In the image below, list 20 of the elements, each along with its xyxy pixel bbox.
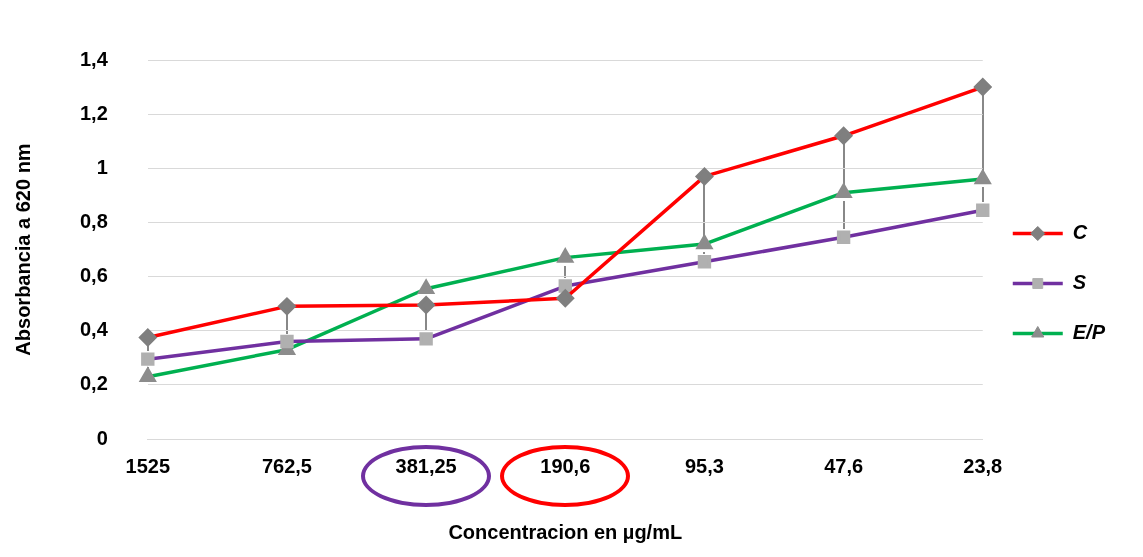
x-tick-label: 95,3	[684, 454, 724, 477]
y-tick-label: 0,6	[79, 264, 108, 287]
y-tick-label: 0	[96, 426, 108, 449]
x-tick-label: 1525	[125, 454, 171, 477]
legend-label: C	[1072, 221, 1088, 244]
y-tick-label: 1	[96, 155, 108, 178]
y-tick-label: 1,2	[79, 101, 108, 124]
y-tick-label: 1,4	[79, 47, 109, 70]
x-tick-label: 381,25	[395, 454, 457, 477]
y-tick-label: 0,2	[79, 372, 108, 395]
y-tick-label: 0,4	[79, 318, 109, 341]
x-tick-label: 47,6	[824, 454, 864, 477]
x-tick-label: 762,5	[261, 454, 312, 477]
x-tick-label: 190,6	[540, 454, 591, 477]
y-axis-title: Absorbancia a 620 nm	[11, 143, 34, 356]
x-axis-title: Concentracion en µg/mL	[448, 520, 683, 543]
x-tick-label: 23,8	[963, 454, 1003, 477]
legend-label: E/P	[1072, 321, 1106, 344]
legend-label: S	[1072, 271, 1087, 294]
y-tick-label: 0,8	[79, 209, 108, 232]
